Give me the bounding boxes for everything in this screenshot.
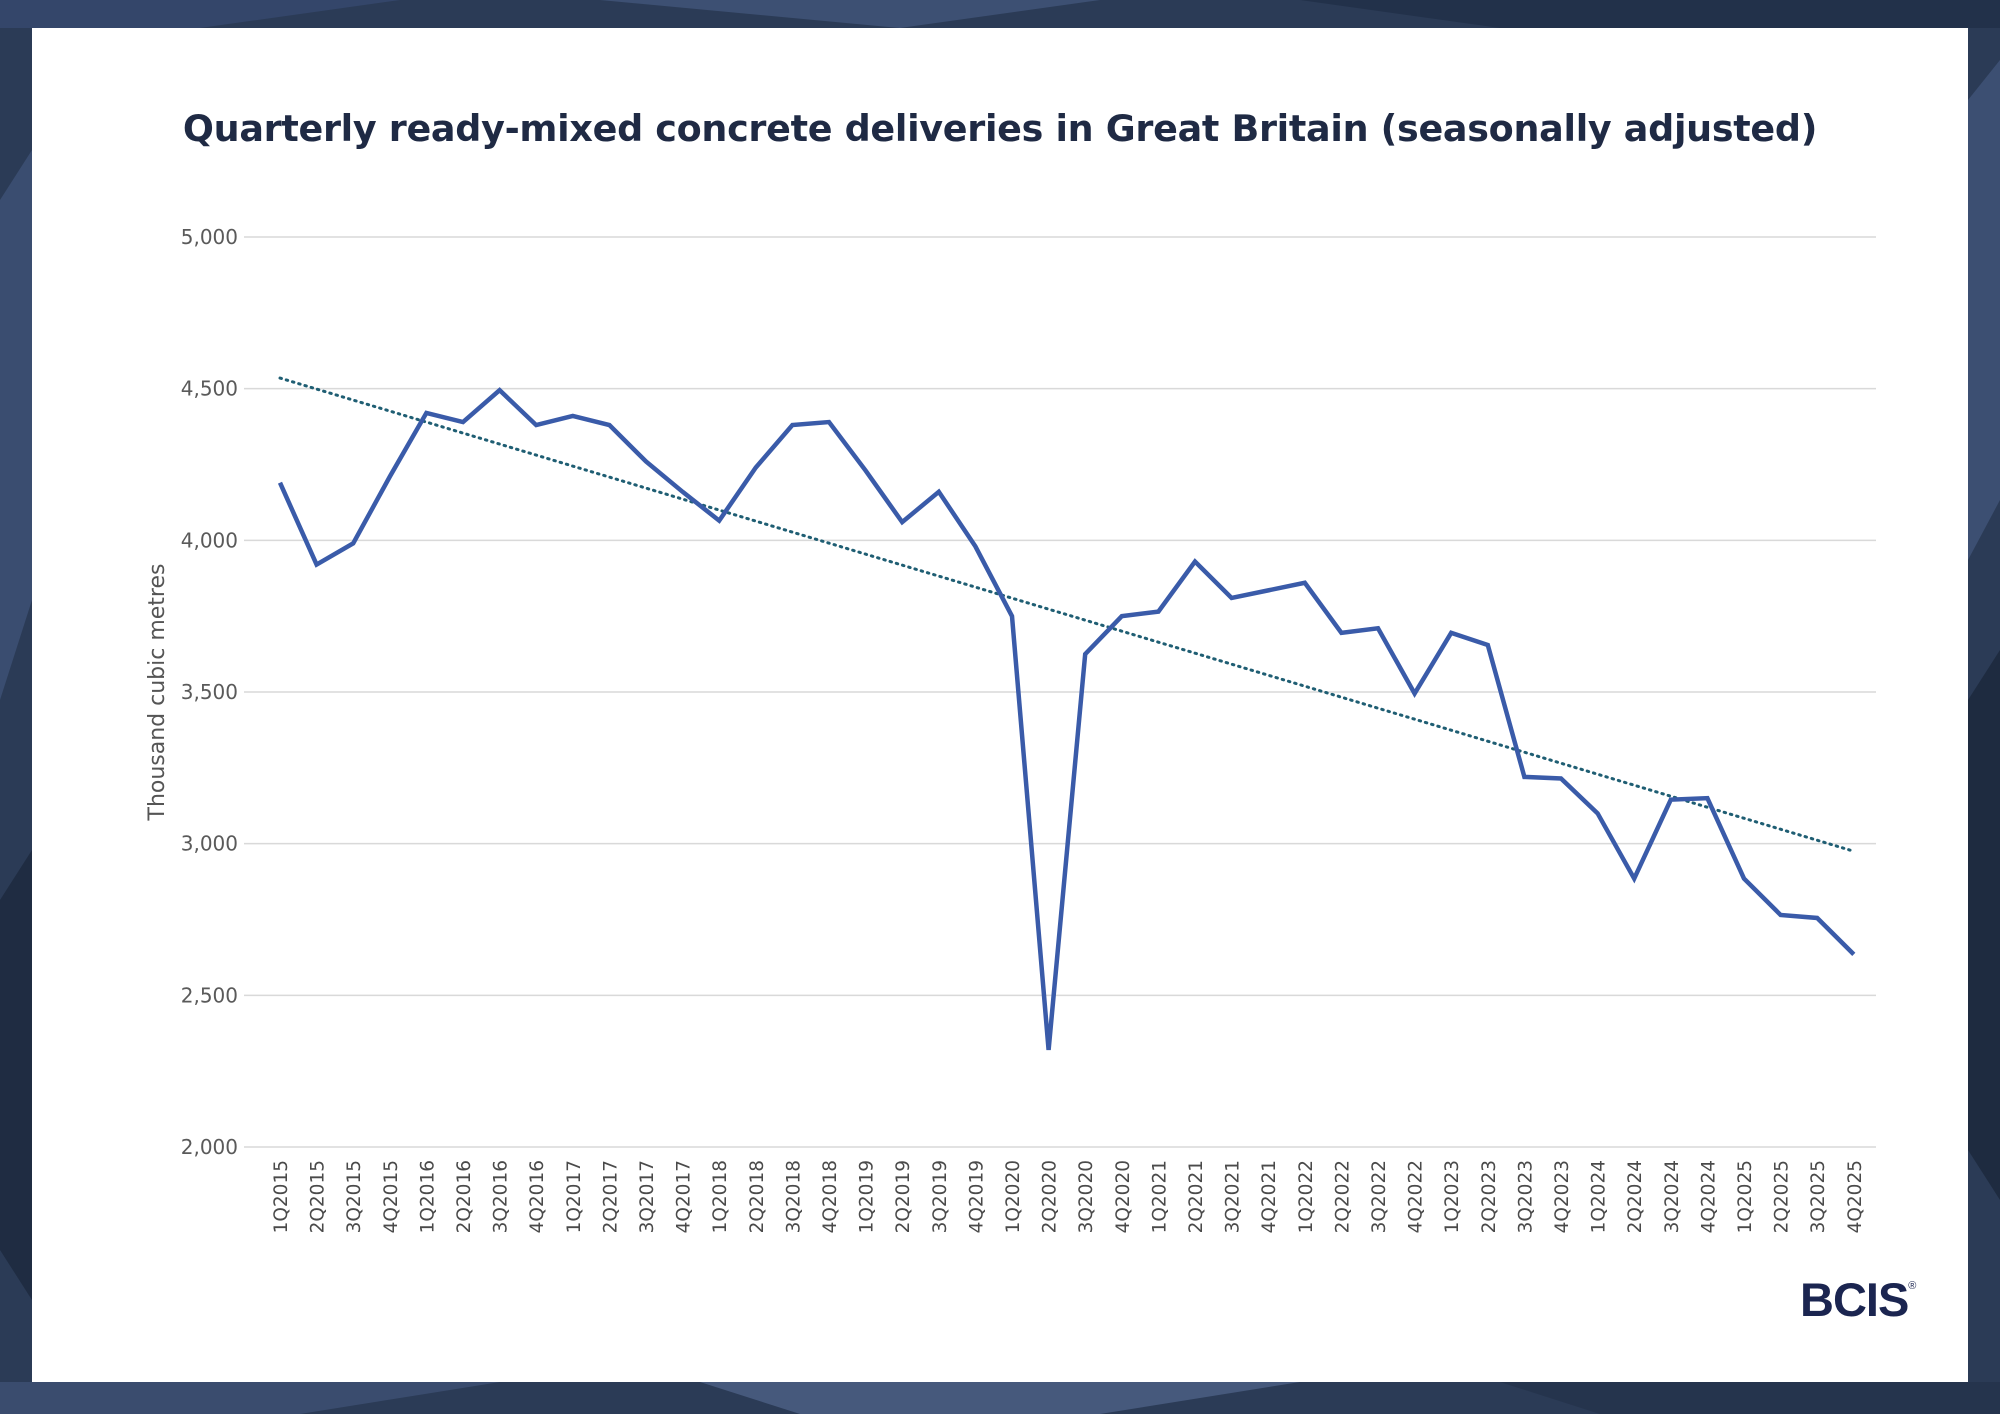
- x-tick-label: 4Q2023: [1552, 1160, 1573, 1233]
- series-layer: [277, 387, 1856, 1051]
- x-tick-label: 2Q2022: [1332, 1160, 1353, 1233]
- x-tick-label: 3Q2015: [344, 1160, 365, 1233]
- x-tick-label: 3Q2018: [783, 1160, 804, 1233]
- x-axis-ticks: 1Q2015 2Q2015 3Q2015 4Q2015 1Q2016 2Q2016 3Q20…: [271, 1160, 1866, 1233]
- x-tick-label: 3Q2021: [1223, 1160, 1244, 1233]
- bcis-logo: BCIS®: [1800, 1270, 1940, 1330]
- x-tick-label: 1Q2015: [271, 1160, 292, 1233]
- bcis-logo-text: BCIS: [1800, 1273, 1909, 1326]
- deliveries-series-line: [277, 387, 1856, 1051]
- x-tick-label: 1Q2018: [710, 1160, 731, 1233]
- x-tick-label: 4Q2020: [1113, 1160, 1134, 1233]
- x-tick-label: 2Q2017: [600, 1160, 621, 1233]
- x-tick-label: 4Q2022: [1406, 1160, 1427, 1233]
- y-axis-label: Thousand cubic metres: [145, 564, 170, 822]
- chart-card: [32, 28, 1968, 1382]
- x-tick-label: 3Q2025: [1808, 1160, 1829, 1233]
- x-tick-label: 2Q2025: [1772, 1160, 1793, 1233]
- x-tick-label: 4Q2017: [674, 1160, 695, 1233]
- x-tick-label: 2Q2016: [454, 1160, 475, 1233]
- x-tick-label: 4Q2018: [820, 1160, 841, 1233]
- gridlines: [244, 236, 1876, 1148]
- x-tick-label: 1Q2023: [1442, 1160, 1463, 1233]
- x-tick-label: 3Q2017: [637, 1160, 658, 1233]
- x-tick-label: 3Q2016: [491, 1160, 512, 1233]
- x-tick-label: 2Q2018: [747, 1160, 768, 1233]
- y-tick-label: 3,000: [181, 832, 238, 856]
- x-tick-label: 2Q2021: [1186, 1160, 1207, 1233]
- x-tick-label: 2Q2023: [1479, 1160, 1500, 1233]
- x-tick-label: 1Q2022: [1296, 1160, 1317, 1233]
- y-tick-label: 2,000: [181, 1135, 238, 1159]
- x-tick-label: 2Q2024: [1625, 1160, 1646, 1233]
- y-tick-label: 4,000: [181, 528, 238, 552]
- y-tick-label: 5,000: [181, 225, 238, 249]
- x-tick-label: 4Q2019: [966, 1160, 987, 1233]
- chart-title: Quarterly ready-mixed concrete deliverie…: [182, 107, 1818, 150]
- x-tick-label: 3Q2023: [1515, 1160, 1536, 1233]
- x-tick-label: 1Q2021: [1149, 1160, 1170, 1233]
- x-tick-label: 1Q2020: [1003, 1160, 1024, 1233]
- trend-line-layer: [278, 376, 1856, 853]
- x-tick-label: 3Q2020: [1076, 1160, 1097, 1233]
- x-tick-label: 1Q2017: [564, 1160, 585, 1233]
- x-tick-label: 3Q2022: [1369, 1160, 1390, 1233]
- x-tick-label: 1Q2025: [1735, 1160, 1756, 1233]
- x-tick-label: 3Q2024: [1662, 1160, 1683, 1233]
- y-tick-label: 4,500: [181, 377, 238, 401]
- x-tick-label: 2Q2020: [1040, 1160, 1061, 1233]
- x-tick-label: 4Q2025: [1845, 1160, 1866, 1233]
- trend-line: [278, 376, 1856, 853]
- x-tick-label: 4Q2024: [1698, 1160, 1719, 1233]
- x-tick-label: 2Q2015: [308, 1160, 329, 1233]
- y-axis-ticks: 2,000 2,500 3,000 3,500 4,000 4,500 5,000: [181, 225, 238, 1159]
- x-tick-label: 4Q2016: [527, 1160, 548, 1233]
- x-tick-label: 1Q2019: [857, 1160, 878, 1233]
- registered-mark: ®: [1908, 1280, 1917, 1292]
- x-tick-label: 4Q2021: [1259, 1160, 1280, 1233]
- x-tick-label: 4Q2015: [381, 1160, 402, 1233]
- x-tick-label: 2Q2019: [893, 1160, 914, 1233]
- y-tick-label: 2,500: [181, 983, 238, 1007]
- x-tick-label: 1Q2024: [1589, 1160, 1610, 1233]
- y-tick-label: 3,500: [181, 680, 238, 704]
- x-tick-label: 1Q2016: [417, 1160, 438, 1233]
- x-tick-label: 3Q2019: [930, 1160, 951, 1233]
